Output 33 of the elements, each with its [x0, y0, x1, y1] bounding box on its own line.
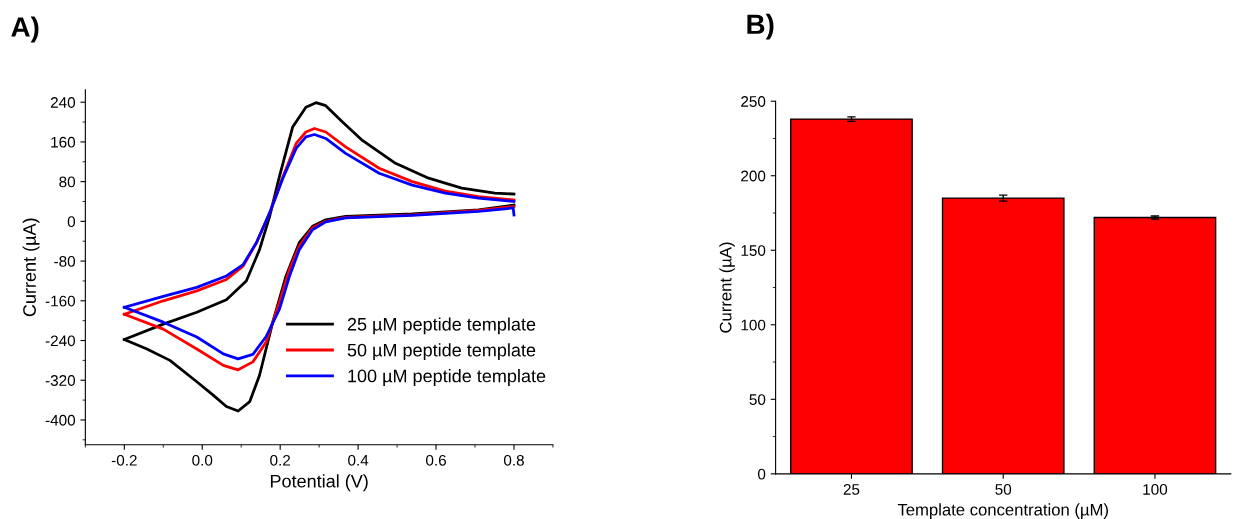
- y-axis-title: Current (µA): [22, 218, 40, 317]
- chart-title: B): [747, 13, 774, 40]
- x-tick-label: 0.8: [503, 454, 524, 466]
- y-tick-label: -160: [45, 295, 76, 307]
- x-tick-label: 25: [843, 483, 860, 495]
- y-tick-label: -240: [45, 335, 76, 347]
- y-tick-label: -400: [45, 414, 76, 426]
- y-tick-label: -80: [54, 255, 76, 267]
- y-tick-label: -320: [45, 375, 76, 386]
- x-tick-label: 100: [1143, 483, 1168, 495]
- y-axis-title: Current (µA): [719, 242, 735, 333]
- y-tick-label: 0: [757, 468, 766, 480]
- y-tick-label: 160: [51, 136, 76, 148]
- y-tick-label: 50: [749, 394, 766, 405]
- legend-label: 50 µM peptide template: [347, 343, 536, 361]
- x-tick-label: 50: [995, 483, 1012, 495]
- x-axis-title: Potential (V): [270, 474, 368, 492]
- legend-label: 25 µM peptide template: [347, 317, 536, 335]
- x-tick-label: 0.0: [192, 454, 213, 466]
- y-tick-label: 240: [50, 97, 76, 108]
- legend-label: 100 µM peptide template: [348, 369, 546, 386]
- y-tick-label: 200: [741, 170, 766, 182]
- chart-title: A): [11, 16, 39, 43]
- x-axis-title: Template concentration (µM): [897, 503, 1108, 519]
- x-tick-label: -0.2: [111, 454, 137, 466]
- y-tick-label: 0: [67, 216, 76, 228]
- y-tick-label: 100: [741, 319, 766, 331]
- y-tick-label: 80: [59, 176, 76, 188]
- x-tick-label: 0.4: [348, 454, 369, 466]
- y-tick-label: 150: [741, 245, 766, 256]
- x-tick-label: 0.6: [426, 454, 446, 466]
- x-tick-label: 0.2: [270, 454, 291, 466]
- y-tick-label: 250: [741, 96, 766, 107]
